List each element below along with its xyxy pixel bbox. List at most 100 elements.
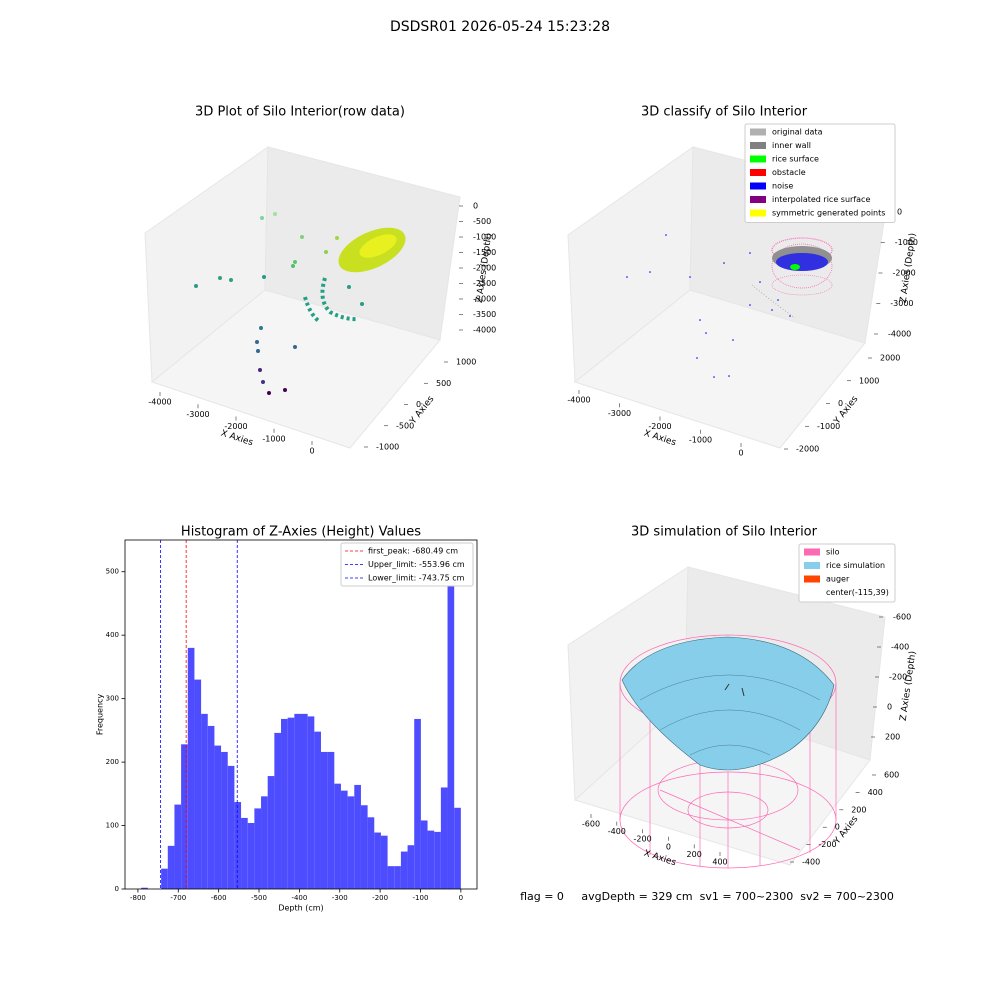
- x-axis-label: X Axies: [219, 429, 254, 449]
- plot-frame: [124, 539, 478, 890]
- z-axis-label: Z Axies (Depth): [899, 650, 919, 721]
- histogram-bar: [194, 679, 202, 889]
- y-tick-label: -200: [818, 840, 836, 849]
- legend-label: original data: [772, 128, 823, 137]
- legend-label: auger: [826, 575, 850, 584]
- x-tick-label: 0: [738, 449, 743, 458]
- x-tick-label: -600: [582, 820, 600, 829]
- legend-swatch: [804, 548, 820, 556]
- point-cloud-2: [626, 234, 833, 378]
- z-tick-label: -3000: [890, 299, 913, 308]
- chart-title: 3D classify of Silo Interior: [641, 105, 808, 120]
- x-tick-label: 0: [309, 447, 314, 456]
- x-tick-label: -400: [291, 894, 307, 902]
- y-tick-label: 200: [106, 758, 119, 766]
- z-tick-label: -500: [473, 217, 491, 226]
- histogram-bar: [334, 783, 341, 889]
- y-tick-label: 100: [106, 822, 119, 830]
- y-axis-label: Y Axies: [408, 394, 437, 427]
- chart-title: Histogram of Z-Axies (Height) Values: [181, 525, 421, 540]
- histogram-bar: [327, 751, 335, 889]
- histogram-bar: [267, 776, 275, 889]
- histogram-bar: [360, 805, 368, 889]
- y-tick-label: -1000: [376, 443, 399, 452]
- x-axis-label: X Axies: [642, 849, 677, 869]
- histogram-bar: [374, 832, 381, 889]
- y-tick-label: 400: [106, 631, 119, 639]
- x-tick-label: -500: [251, 894, 267, 902]
- y-tick-label: 0: [835, 823, 840, 832]
- z-tick-label: -3000: [473, 295, 496, 304]
- legend-swatch: [750, 142, 766, 149]
- y-tick-label: 0: [416, 400, 421, 409]
- histogram-bar: [201, 713, 208, 889]
- histogram-bar: [227, 765, 235, 889]
- x-tick-label: -100: [413, 894, 429, 902]
- z-tick-label: 200: [885, 733, 900, 742]
- histogram-bar: [167, 845, 175, 889]
- y-tick-label: -1000: [817, 422, 840, 431]
- legend-label: silo: [826, 548, 840, 557]
- legend-box: [744, 123, 896, 223]
- legend-swatch: [750, 155, 766, 163]
- histogram-bar: [420, 820, 428, 889]
- x-tick-label: -2000: [224, 422, 247, 431]
- histogram-bar: [174, 804, 182, 889]
- legend-label: Lower_limit: -743.75 cm: [368, 574, 465, 583]
- legend-label: obstacle: [772, 168, 806, 177]
- y-tick-label: 400: [868, 788, 883, 797]
- histogram-bar: [141, 887, 148, 889]
- z-tick-label: -1000: [895, 238, 918, 247]
- legend-label: interpolated rice surface: [772, 195, 870, 204]
- legend-swatch: [750, 128, 766, 136]
- histogram-bar: [434, 831, 441, 889]
- y-tick-label: 0: [115, 885, 119, 893]
- x-tick-label: -3000: [186, 410, 209, 419]
- legend-label: Upper_limit: -553.96 cm: [368, 560, 465, 569]
- histogram-bar: [394, 866, 401, 889]
- z-tick-label: -2000: [893, 269, 916, 278]
- histogram-bar: [307, 716, 315, 889]
- histogram-bar: [314, 731, 321, 889]
- legend-swatch: [750, 196, 766, 203]
- histogram-bar: [354, 784, 361, 889]
- histogram-bar: [281, 718, 288, 889]
- x-tick-label: -3000: [608, 409, 631, 418]
- figure-title: DSDSR01 2026-05-24 15:23:28: [390, 19, 610, 35]
- legend-swatch: [804, 575, 820, 583]
- z-tick-label: -2000: [473, 264, 496, 273]
- y-tick-label: 600: [884, 771, 899, 780]
- y-tick-label: 1000: [859, 376, 879, 385]
- legend-label: first_peak: -680.49 cm: [368, 547, 458, 556]
- z-tick-label: 0: [897, 208, 902, 217]
- legend-label: rice surface: [772, 155, 819, 164]
- y-tick-label: 0: [838, 399, 843, 408]
- histogram-bar: [380, 835, 388, 889]
- histogram-bar: [181, 744, 188, 889]
- z-tick-label: -4000: [473, 326, 496, 335]
- silo-simulation: [619, 634, 837, 869]
- histogram-bar: [254, 808, 262, 889]
- histogram-bar: [247, 823, 255, 889]
- histogram-bar: [261, 796, 268, 889]
- z-tick-label: 0: [473, 202, 478, 211]
- histogram-bar: [161, 868, 168, 889]
- y-tick-label: 500: [436, 379, 451, 388]
- annotation: flag = 0 avgDepth = 329 cm sv1 = 700~230…: [520, 890, 894, 903]
- y-tick-label: -500: [396, 421, 414, 430]
- x-tick-label: -200: [634, 835, 652, 844]
- chart-title: 3D simulation of Silo Interior: [631, 525, 818, 540]
- point-cloud-1: [194, 212, 406, 395]
- z-tick-label: -600: [893, 613, 911, 622]
- histogram-bar: [367, 817, 375, 889]
- legend-swatch: [750, 169, 766, 176]
- y-tick-label: 2000: [880, 354, 900, 363]
- legend-box: [340, 542, 474, 587]
- histogram-bar: [414, 718, 421, 889]
- y-tick-label: -400: [802, 858, 820, 867]
- z-tick-label: -4000: [888, 330, 911, 339]
- z-tick-label: -2500: [473, 279, 496, 288]
- legend-label: symmetric generated points: [772, 209, 885, 218]
- x-axis-label: X Axies: [642, 429, 677, 449]
